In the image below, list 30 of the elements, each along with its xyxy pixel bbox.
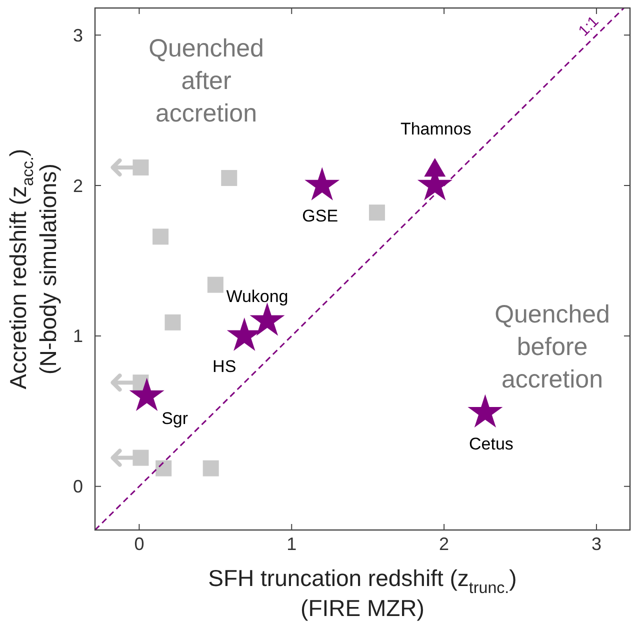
point (207, 276, 224, 293)
point (132, 159, 149, 176)
y-tick-label: 2 (72, 176, 83, 196)
x-tick-label: 1 (286, 534, 297, 554)
point (202, 460, 219, 476)
point (164, 314, 181, 330)
text: SFH truncation redshift (z$_{trunc.}$) (FIRE MZR) (208, 565, 517, 622)
point (129, 378, 164, 411)
annotation: HS (212, 356, 236, 376)
annotation: Quenched before accretion (494, 300, 610, 394)
point (221, 170, 238, 186)
annotation: Thamnos (400, 119, 472, 138)
point (468, 394, 503, 428)
point (152, 228, 169, 245)
text: 1:1 (575, 13, 602, 40)
point (368, 204, 385, 221)
point (304, 167, 340, 200)
annotation: GSE (302, 206, 338, 226)
y-tick-label: 0 (72, 476, 83, 497)
point (156, 460, 172, 476)
x-tick-label: 2 (439, 534, 450, 554)
annotation: Wukong (226, 286, 288, 306)
annotation: Cetus (468, 434, 514, 454)
x-tick-label: 3 (591, 534, 602, 554)
y-tick-label: 3 (72, 25, 83, 46)
point (132, 450, 149, 466)
annotation: Quenched after accretion (148, 34, 264, 128)
x-tick-label: 0 (134, 534, 144, 554)
annotation: Sgr (162, 409, 188, 428)
y-tick-label: 1 (72, 326, 83, 346)
